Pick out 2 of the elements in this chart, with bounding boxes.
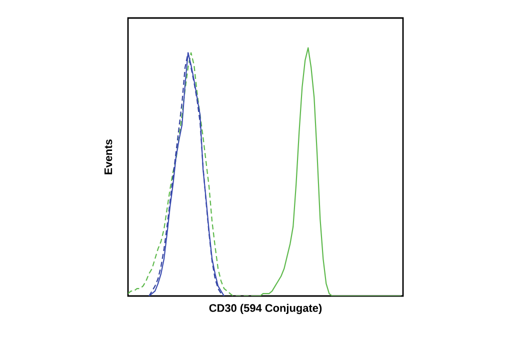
x-axis-title: CD30 (594 Conjugate) — [209, 304, 322, 314]
y-axis-title: Events — [104, 139, 112, 174]
